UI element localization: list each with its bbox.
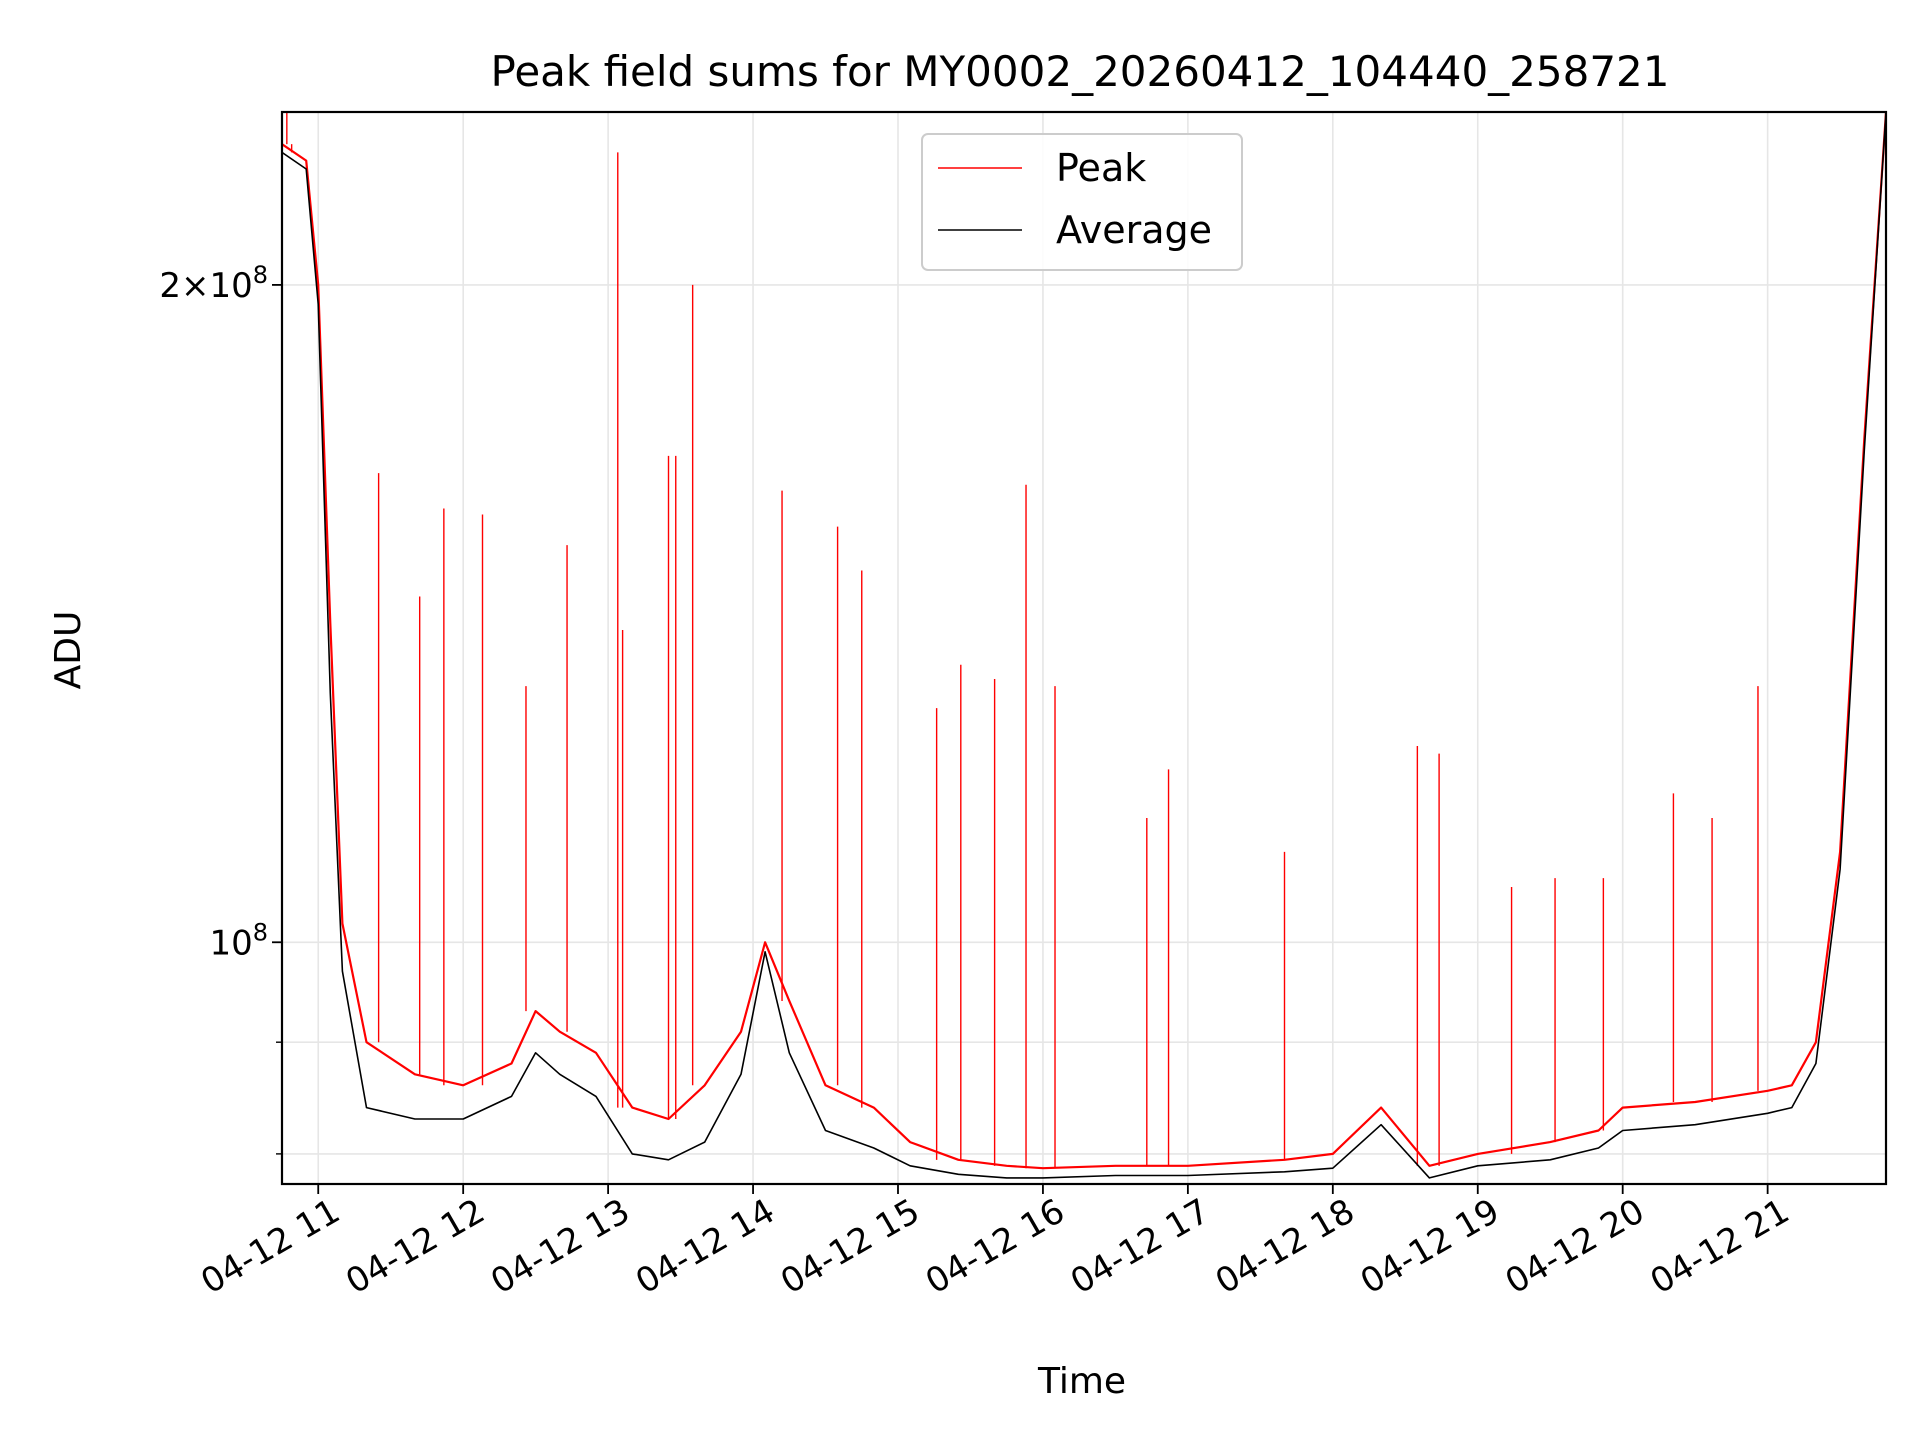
- x-tick-label: 04-12 17: [1064, 1191, 1216, 1302]
- plot-series: [282, 112, 1886, 1179]
- x-tick-label: 04-12 20: [1499, 1191, 1651, 1302]
- y-axis-ticks: 108 2×108: [159, 261, 282, 1155]
- x-tick-label: 04-12 18: [1209, 1191, 1361, 1302]
- y-tick-label: 108: [209, 918, 268, 963]
- legend-label-average: Average: [1056, 208, 1212, 252]
- x-tick-label: 04-12 11: [194, 1191, 346, 1302]
- grid: [282, 112, 1886, 1184]
- plot-frame: [280, 110, 1888, 1186]
- legend: Peak Average: [921, 133, 1243, 271]
- x-tick-label: 04-12 21: [1644, 1191, 1796, 1302]
- x-tick-label: 04-12 13: [484, 1191, 636, 1302]
- legend-label-peak: Peak: [1056, 146, 1146, 190]
- x-axis-label: Time: [1037, 1361, 1126, 1402]
- x-tick-label: 04-12 16: [919, 1191, 1071, 1302]
- x-tick-label: 04-12 14: [629, 1191, 781, 1302]
- series-line-average: [282, 112, 1886, 1179]
- y-tick-label: 2×108: [159, 261, 268, 306]
- y-axis-label: ADU: [48, 611, 89, 690]
- x-tick-label: 04-12 19: [1354, 1191, 1506, 1302]
- x-tick-label: 04-12 15: [774, 1191, 926, 1302]
- x-tick-label: 04-12 12: [339, 1191, 491, 1302]
- chart-title: Peak field sums for MY0002_20260412_1044…: [490, 47, 1669, 96]
- series-line-peak: [282, 112, 1886, 1170]
